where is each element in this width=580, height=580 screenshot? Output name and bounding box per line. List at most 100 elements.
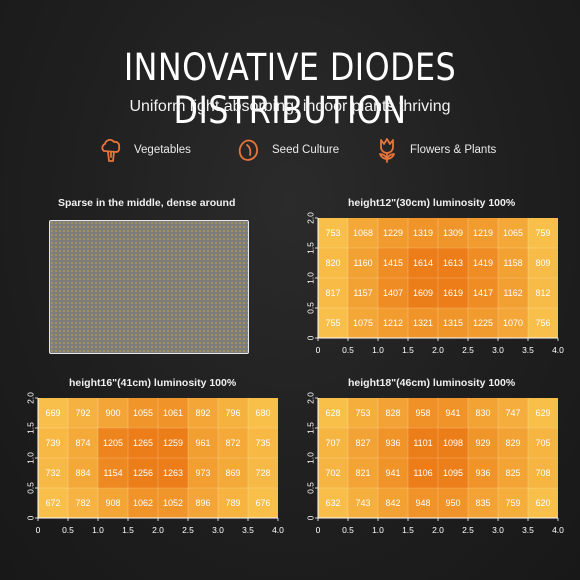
heatmap-cell [188,458,218,488]
cell-value-label: 950 [445,498,460,508]
y-tick-label: 1.5 [305,422,315,434]
use-label: Flowers & Plants [410,144,497,156]
x-tick-label: 2.0 [152,525,164,535]
diode-layout-board [49,220,249,354]
y-tick-label: 1.0 [305,452,315,464]
heatmap-cell [438,428,468,458]
heatmap-cell [528,458,558,488]
cell-value-label: 707 [325,438,340,448]
y-tick-label: 0.5 [305,482,315,494]
cell-value-label: 1154 [103,468,122,478]
cell-value-label: 958 [415,408,430,418]
cell-value-label: 948 [415,498,430,508]
use-seed-culture: Seed Culture [234,133,339,167]
heatmap-cell [318,278,348,308]
cell-value-label: 817 [325,288,340,298]
heatmap-cell [318,398,348,428]
heatmap-cell [158,398,188,428]
cell-value-label: 941 [385,468,400,478]
x-tick-label: 4.0 [552,345,564,355]
cell-value-label: 1160 [353,258,372,268]
cell-value-label: 620 [535,498,550,508]
heatmap-cell [408,458,438,488]
cell-value-label: 1055 [133,408,153,418]
cell-value-label: 821 [355,468,370,478]
cell-value-label: 835 [475,498,490,508]
cell-value-label: 812 [535,288,550,298]
cell-value-label: 743 [355,498,370,508]
cell-value-label: 1106 [413,468,432,478]
heatmap-title: height18"(46cm) luminosity 100% [348,377,516,389]
heatmap-cell [408,278,438,308]
cell-value-label: 900 [105,408,120,418]
cell-value-label: 1098 [443,438,463,448]
heatmap-cell [318,248,348,278]
cell-value-label: 1068 [353,228,373,238]
cell-value-label: 1162 [503,288,522,298]
heatmap-cell [438,488,468,518]
heatmap-cell [438,458,468,488]
x-tick-label: 2.5 [462,345,474,355]
cell-value-label: 782 [75,498,90,508]
x-tick-label: 1.0 [372,525,384,535]
cell-value-label: 1319 [413,228,433,238]
x-tick-label: 2.0 [432,345,444,355]
cell-value-label: 830 [475,408,490,418]
heatmap-cell [188,488,218,518]
heatmap-cell [38,398,68,428]
cell-value-label: 702 [325,468,340,478]
heatmap-cell [378,308,408,338]
cell-value-label: 1158 [503,258,522,268]
heatmap-cell [468,458,498,488]
y-tick-label: 0 [305,515,315,520]
heatmap-cell [98,398,128,428]
heatmap-cell [318,308,348,338]
cell-value-label: 1417 [473,288,493,298]
flower-icon [379,138,395,163]
cell-value-label: 874 [75,438,90,448]
cell-value-label: 705 [535,438,550,448]
heatmap-cell [528,398,558,428]
heatmap-cell [378,458,408,488]
heatmap-cell [318,458,348,488]
x-tick-label: 2.5 [182,525,194,535]
cell-value-label: 941 [445,408,460,418]
x-tick-label: 3.0 [492,345,504,355]
x-tick-label: 2.0 [432,525,444,535]
cell-value-label: 672 [45,498,60,508]
heatmap-cell [348,278,378,308]
x-tick-label: 3.0 [492,525,504,535]
heatmap-cell [528,218,558,248]
heatmap-cell [248,398,278,428]
cell-value-label: 708 [535,468,550,478]
heatmap-cell [218,398,248,428]
heatmap-cell [498,428,528,458]
cell-value-label: 842 [385,498,400,508]
heatmap-cell [438,218,468,248]
cell-value-label: 1315 [443,318,463,328]
use-label: Seed Culture [272,144,340,156]
x-tick-label: 0 [316,525,321,535]
heatmap-41cm: 669 792 900 1055 1061 892 796 680 739 874 1205 1265… [25,392,284,535]
x-tick-label: 4.0 [552,525,564,535]
cell-value-label: 1265 [133,438,153,448]
use-vegetables: Vegetables [96,133,191,167]
heatmap-cell [68,428,98,458]
cell-value-label: 1419 [473,258,493,268]
cell-value-label: 789 [225,498,240,508]
cell-value-label: 753 [325,228,340,238]
heatmap-cell [318,428,348,458]
cell-value-label: 796 [225,408,240,418]
heatmap-cell [408,488,438,518]
cell-value-label: 896 [195,498,210,508]
cell-value-label: 747 [505,408,520,418]
cell-value-label: 756 [535,318,550,328]
cell-value-label: 1095 [443,468,463,478]
heatmap-cell [68,398,98,428]
heatmap-cell [348,248,378,278]
cell-value-label: 676 [255,498,270,508]
y-tick-label: 2.0 [305,392,315,404]
cell-value-label: 1309 [443,228,463,238]
heatmap-cell [128,488,158,518]
cell-value-label: 1614 [413,258,433,268]
